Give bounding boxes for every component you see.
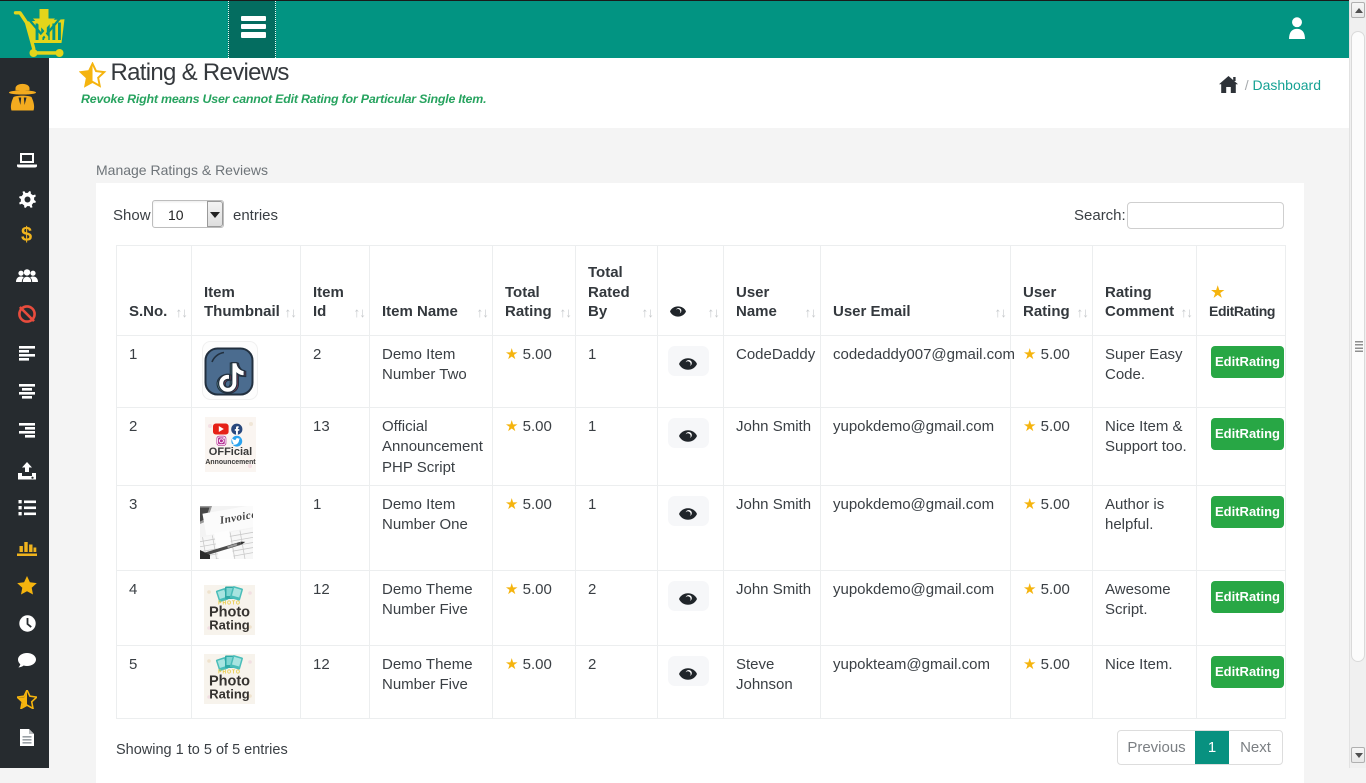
- svg-text:Rating: Rating: [209, 686, 250, 701]
- svg-text:Photo: Photo: [209, 604, 250, 620]
- svg-text:Rating: Rating: [209, 617, 250, 632]
- svg-text:PHOTO: PHOTO: [218, 600, 241, 606]
- svg-text:Invoice: Invoice: [218, 509, 253, 527]
- svg-text:OFFicial: OFFicial: [209, 446, 252, 458]
- svg-text:PHOTO: PHOTO: [218, 669, 241, 675]
- svg-text:Announcement: Announcement: [205, 458, 256, 465]
- svg-text:Photo: Photo: [209, 673, 250, 689]
